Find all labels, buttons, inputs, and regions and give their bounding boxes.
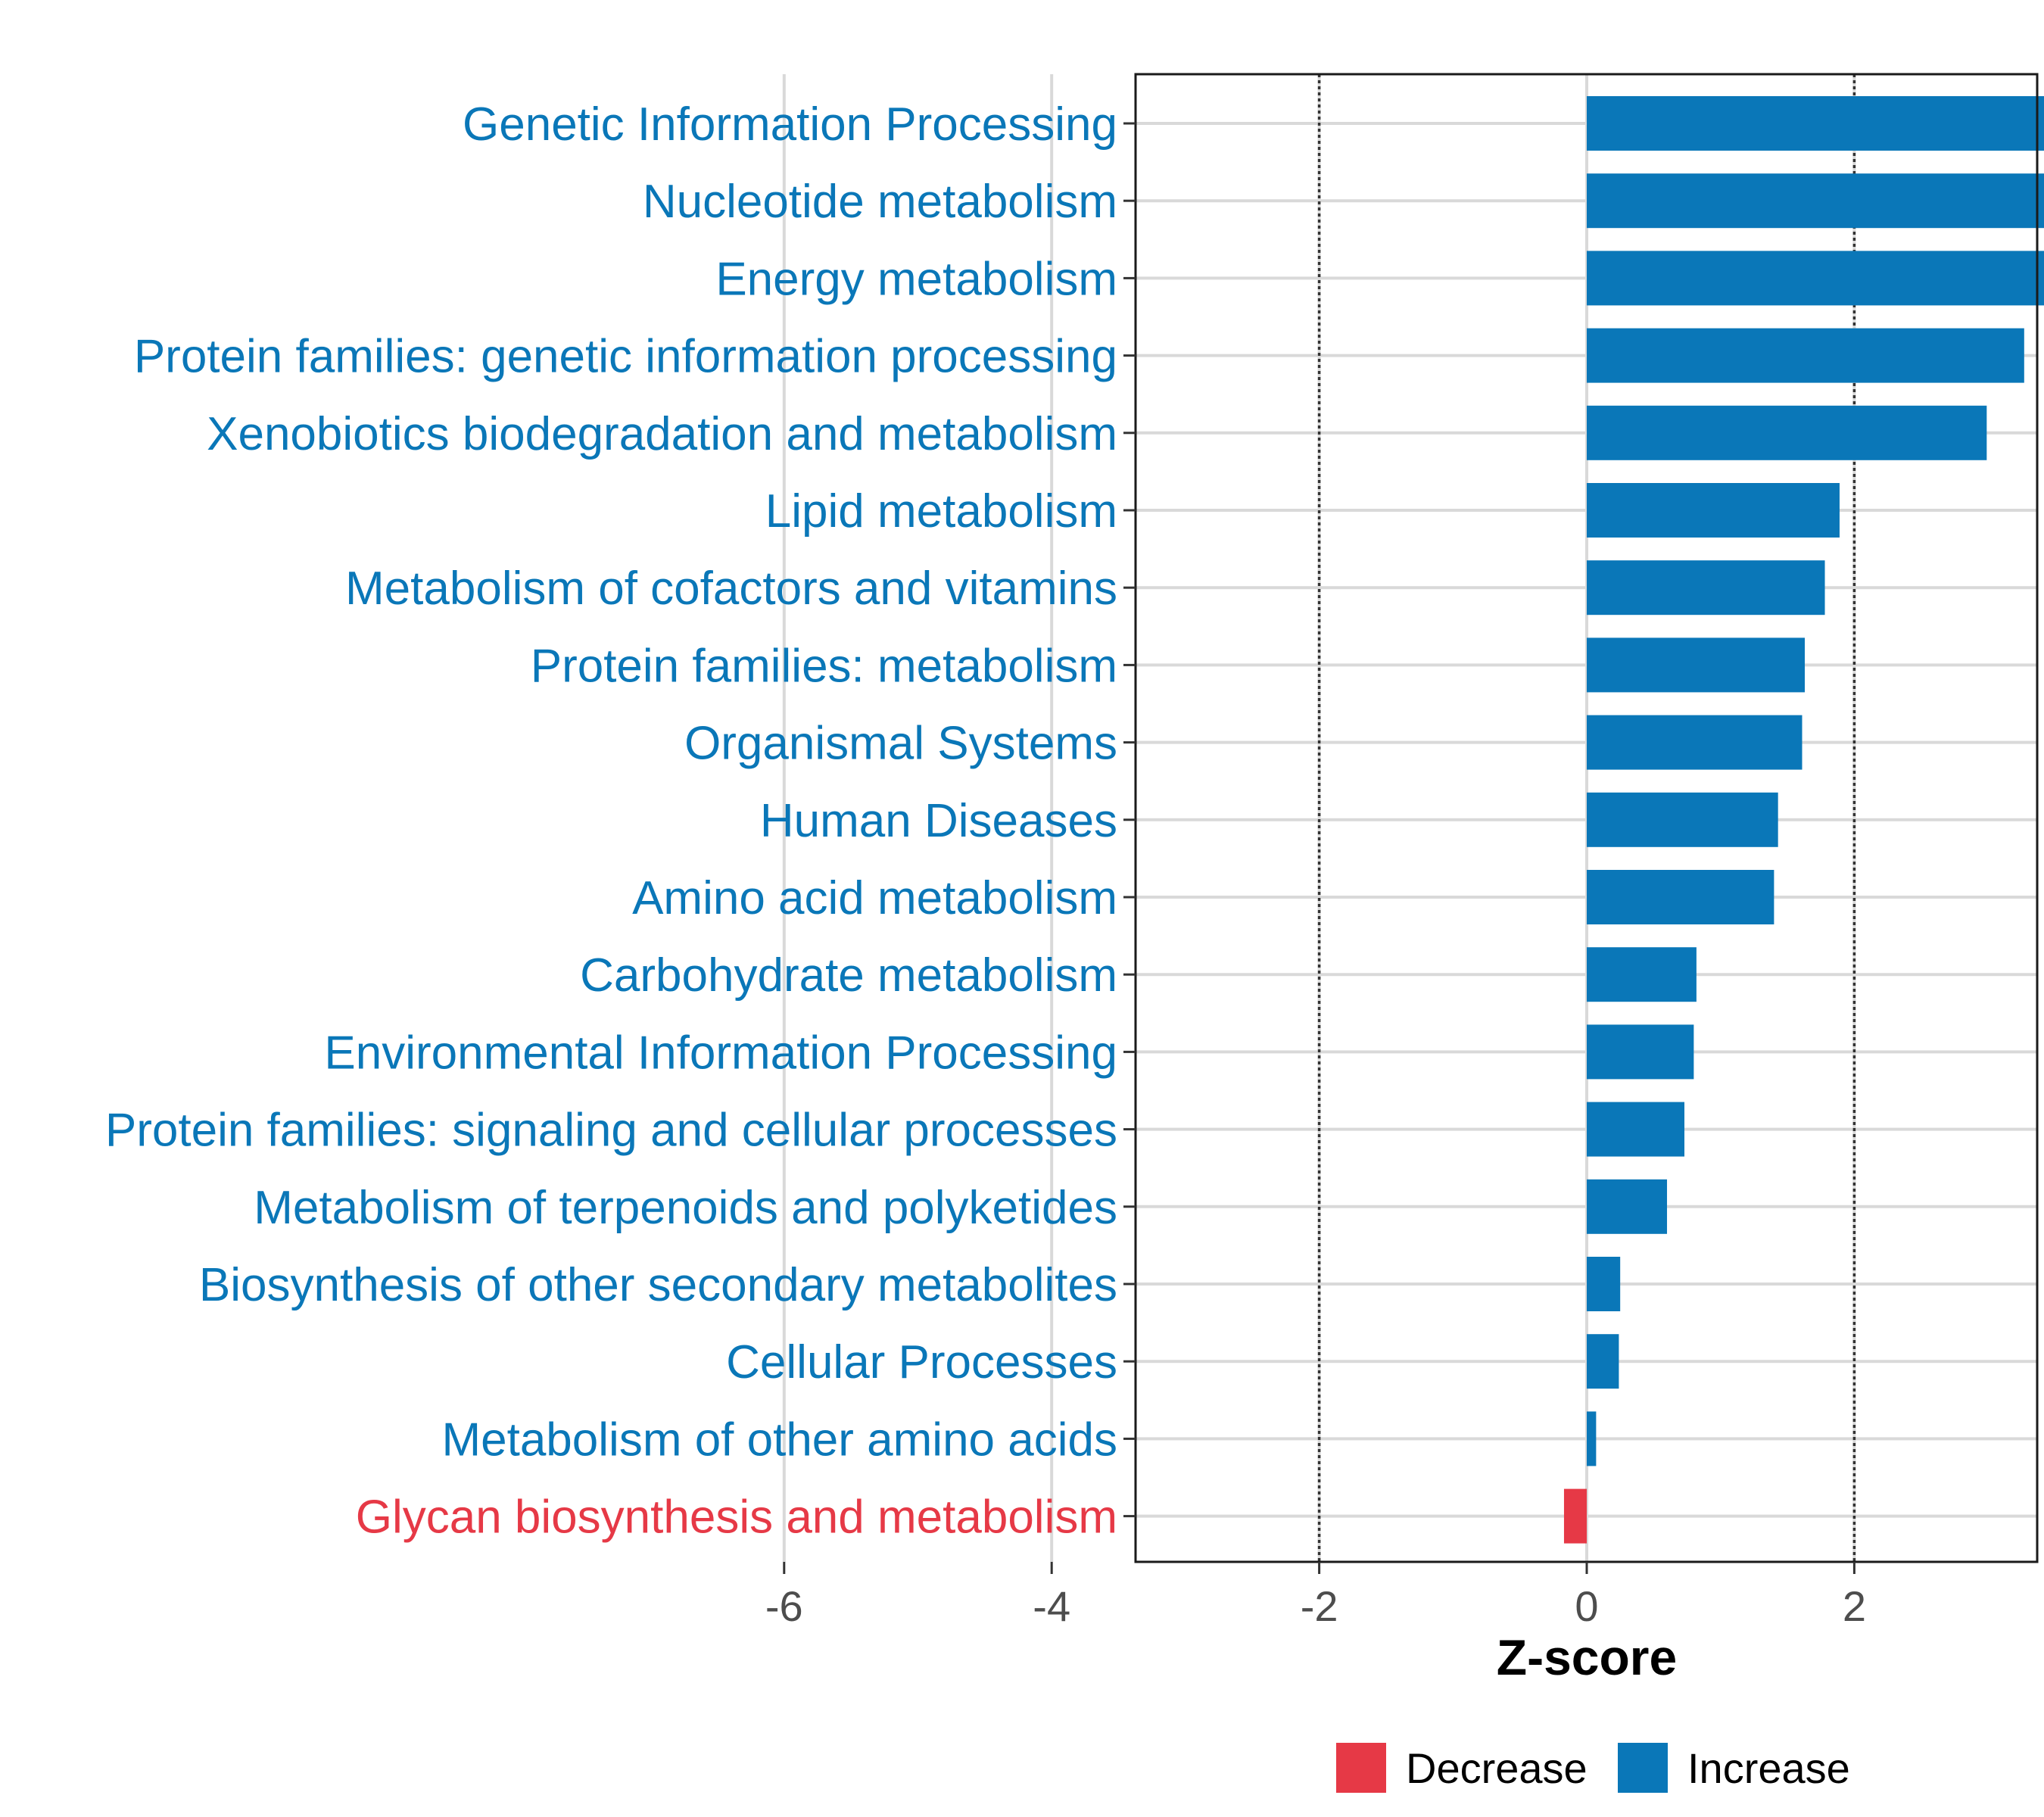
x-tick-label: -4: [1033, 1582, 1070, 1630]
bar: [1587, 1334, 1619, 1389]
bar: [1563, 1488, 1587, 1544]
category-label: Organismal Systems: [684, 718, 1117, 770]
y-axis-category-labels: Genetic Information Processing Nucleotide…: [105, 98, 1117, 1544]
bar: [1587, 483, 1840, 538]
bar: [1587, 328, 2024, 383]
bar: [1587, 1024, 1694, 1080]
bar: [1587, 560, 1825, 616]
bar: [1587, 1257, 1621, 1311]
bar: [1587, 96, 2044, 151]
bar: [1587, 1179, 1668, 1234]
x-axis-ticks: [783, 1562, 1855, 1574]
legend-swatch-increase: [1618, 1743, 1668, 1793]
category-label: Human Diseases: [760, 795, 1117, 847]
category-label: Nucleotide metabolism: [643, 176, 1117, 228]
category-label: Biosynthesis of other secondary metaboli…: [199, 1259, 1117, 1311]
bars: [1563, 96, 2044, 1544]
bar: [1587, 1102, 1684, 1157]
category-label: Carbohydrate metabolism: [580, 949, 1117, 1002]
category-label: Glycan biosynthesis and metabolism: [356, 1491, 1117, 1544]
category-label: Metabolism of cofactors and vitamins: [345, 563, 1117, 615]
legend: Decrease Increase: [1336, 1743, 1850, 1793]
category-label: Metabolism of terpenoids and polyketides: [254, 1182, 1117, 1234]
legend-swatch-decrease: [1336, 1743, 1386, 1793]
bar: [1587, 1411, 1597, 1466]
legend-label: Increase: [1687, 1744, 1850, 1792]
bar: [1587, 251, 2044, 306]
category-label: Energy metabolism: [715, 253, 1117, 305]
y-axis-ticks: [1123, 122, 1136, 1518]
category-label: Metabolism of other amino acids: [441, 1413, 1117, 1466]
category-label: Cellular Processes: [726, 1336, 1117, 1388]
x-tick-label: 0: [1575, 1582, 1598, 1630]
bar: [1587, 792, 1778, 847]
bar: [1587, 715, 1803, 770]
x-axis-tick-labels: -6-4-20246: [765, 1582, 1866, 1630]
bar: [1587, 637, 1806, 693]
category-label: Protein families: genetic information pr…: [134, 331, 1117, 383]
category-label: Lipid metabolism: [765, 485, 1117, 538]
category-label: Environmental Information Processing: [324, 1027, 1117, 1079]
category-label: Amino acid metabolism: [632, 872, 1117, 924]
x-tick-label: 2: [1843, 1582, 1866, 1630]
bar: [1587, 173, 2044, 229]
bar: [1587, 870, 1774, 924]
category-label: Protein families: signaling and cellular…: [105, 1105, 1117, 1157]
bar: [1587, 947, 1697, 1002]
horizontal-gridlines: [1136, 122, 2037, 1518]
category-label: Genetic Information Processing: [463, 98, 1117, 151]
bar: [1587, 405, 1987, 460]
category-label: Protein families: metabolism: [531, 640, 1117, 692]
category-label: Xenobiotics biodegradation and metabolis…: [207, 408, 1117, 460]
x-tick-label: -2: [1301, 1582, 1338, 1630]
x-tick-label: -6: [765, 1582, 803, 1630]
x-axis-title: Z-score: [1497, 1629, 1677, 1685]
legend-label: Decrease: [1406, 1744, 1588, 1792]
